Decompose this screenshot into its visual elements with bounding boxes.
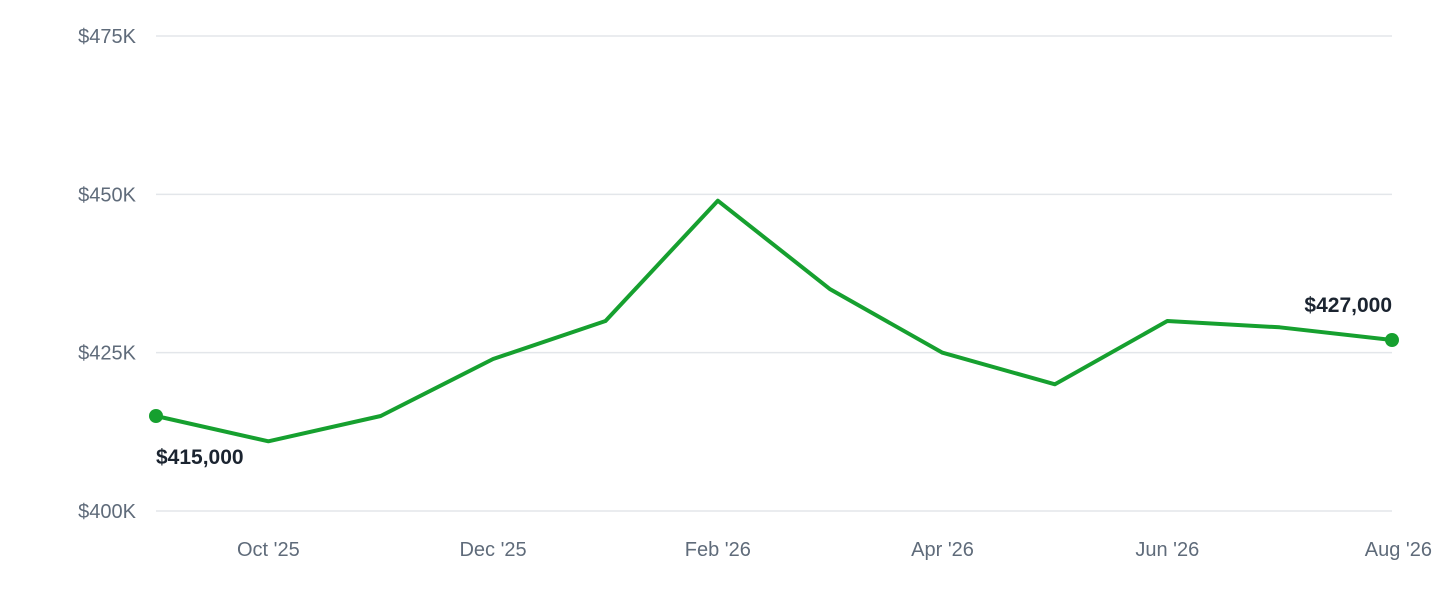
data-point	[827, 286, 833, 292]
data-point	[602, 318, 608, 324]
annotation-layer: $415,000 $427,000	[149, 294, 1399, 469]
x-tick-label: Jun '26	[1135, 539, 1199, 561]
data-point	[1277, 324, 1283, 330]
series-layer	[154, 198, 1394, 444]
series-line	[154, 198, 1394, 444]
x-tick-label: Feb '26	[685, 539, 751, 561]
data-point	[265, 438, 271, 444]
y-tick-label: $425K	[78, 343, 136, 365]
y-tick-label: $475K	[78, 26, 136, 48]
endpoint-marker	[1385, 333, 1399, 347]
x-tick-label: Aug '26	[1365, 539, 1432, 561]
grid-layer	[156, 35, 1392, 512]
data-point	[1052, 381, 1058, 387]
data-point	[715, 198, 721, 204]
y-tick-label: $450K	[78, 184, 136, 206]
data-point	[378, 413, 384, 419]
x-tick-label: Apr '26	[911, 539, 974, 561]
x-axis: Oct '25 Dec '25 Feb '26 Apr '26 Jun '26 Aug '…	[237, 539, 1432, 561]
y-tick-label: $400K	[78, 501, 136, 523]
x-tick-label: Dec '25	[459, 539, 526, 561]
data-label: $427,000	[1304, 294, 1392, 317]
endpoint-marker	[149, 409, 163, 423]
x-tick-label: Oct '25	[237, 539, 300, 561]
data-label: $415,000	[156, 446, 244, 469]
data-point	[490, 356, 496, 362]
y-axis: $400K $425K $450K $475K	[78, 26, 136, 523]
data-point	[940, 350, 946, 356]
data-point	[1164, 318, 1170, 324]
